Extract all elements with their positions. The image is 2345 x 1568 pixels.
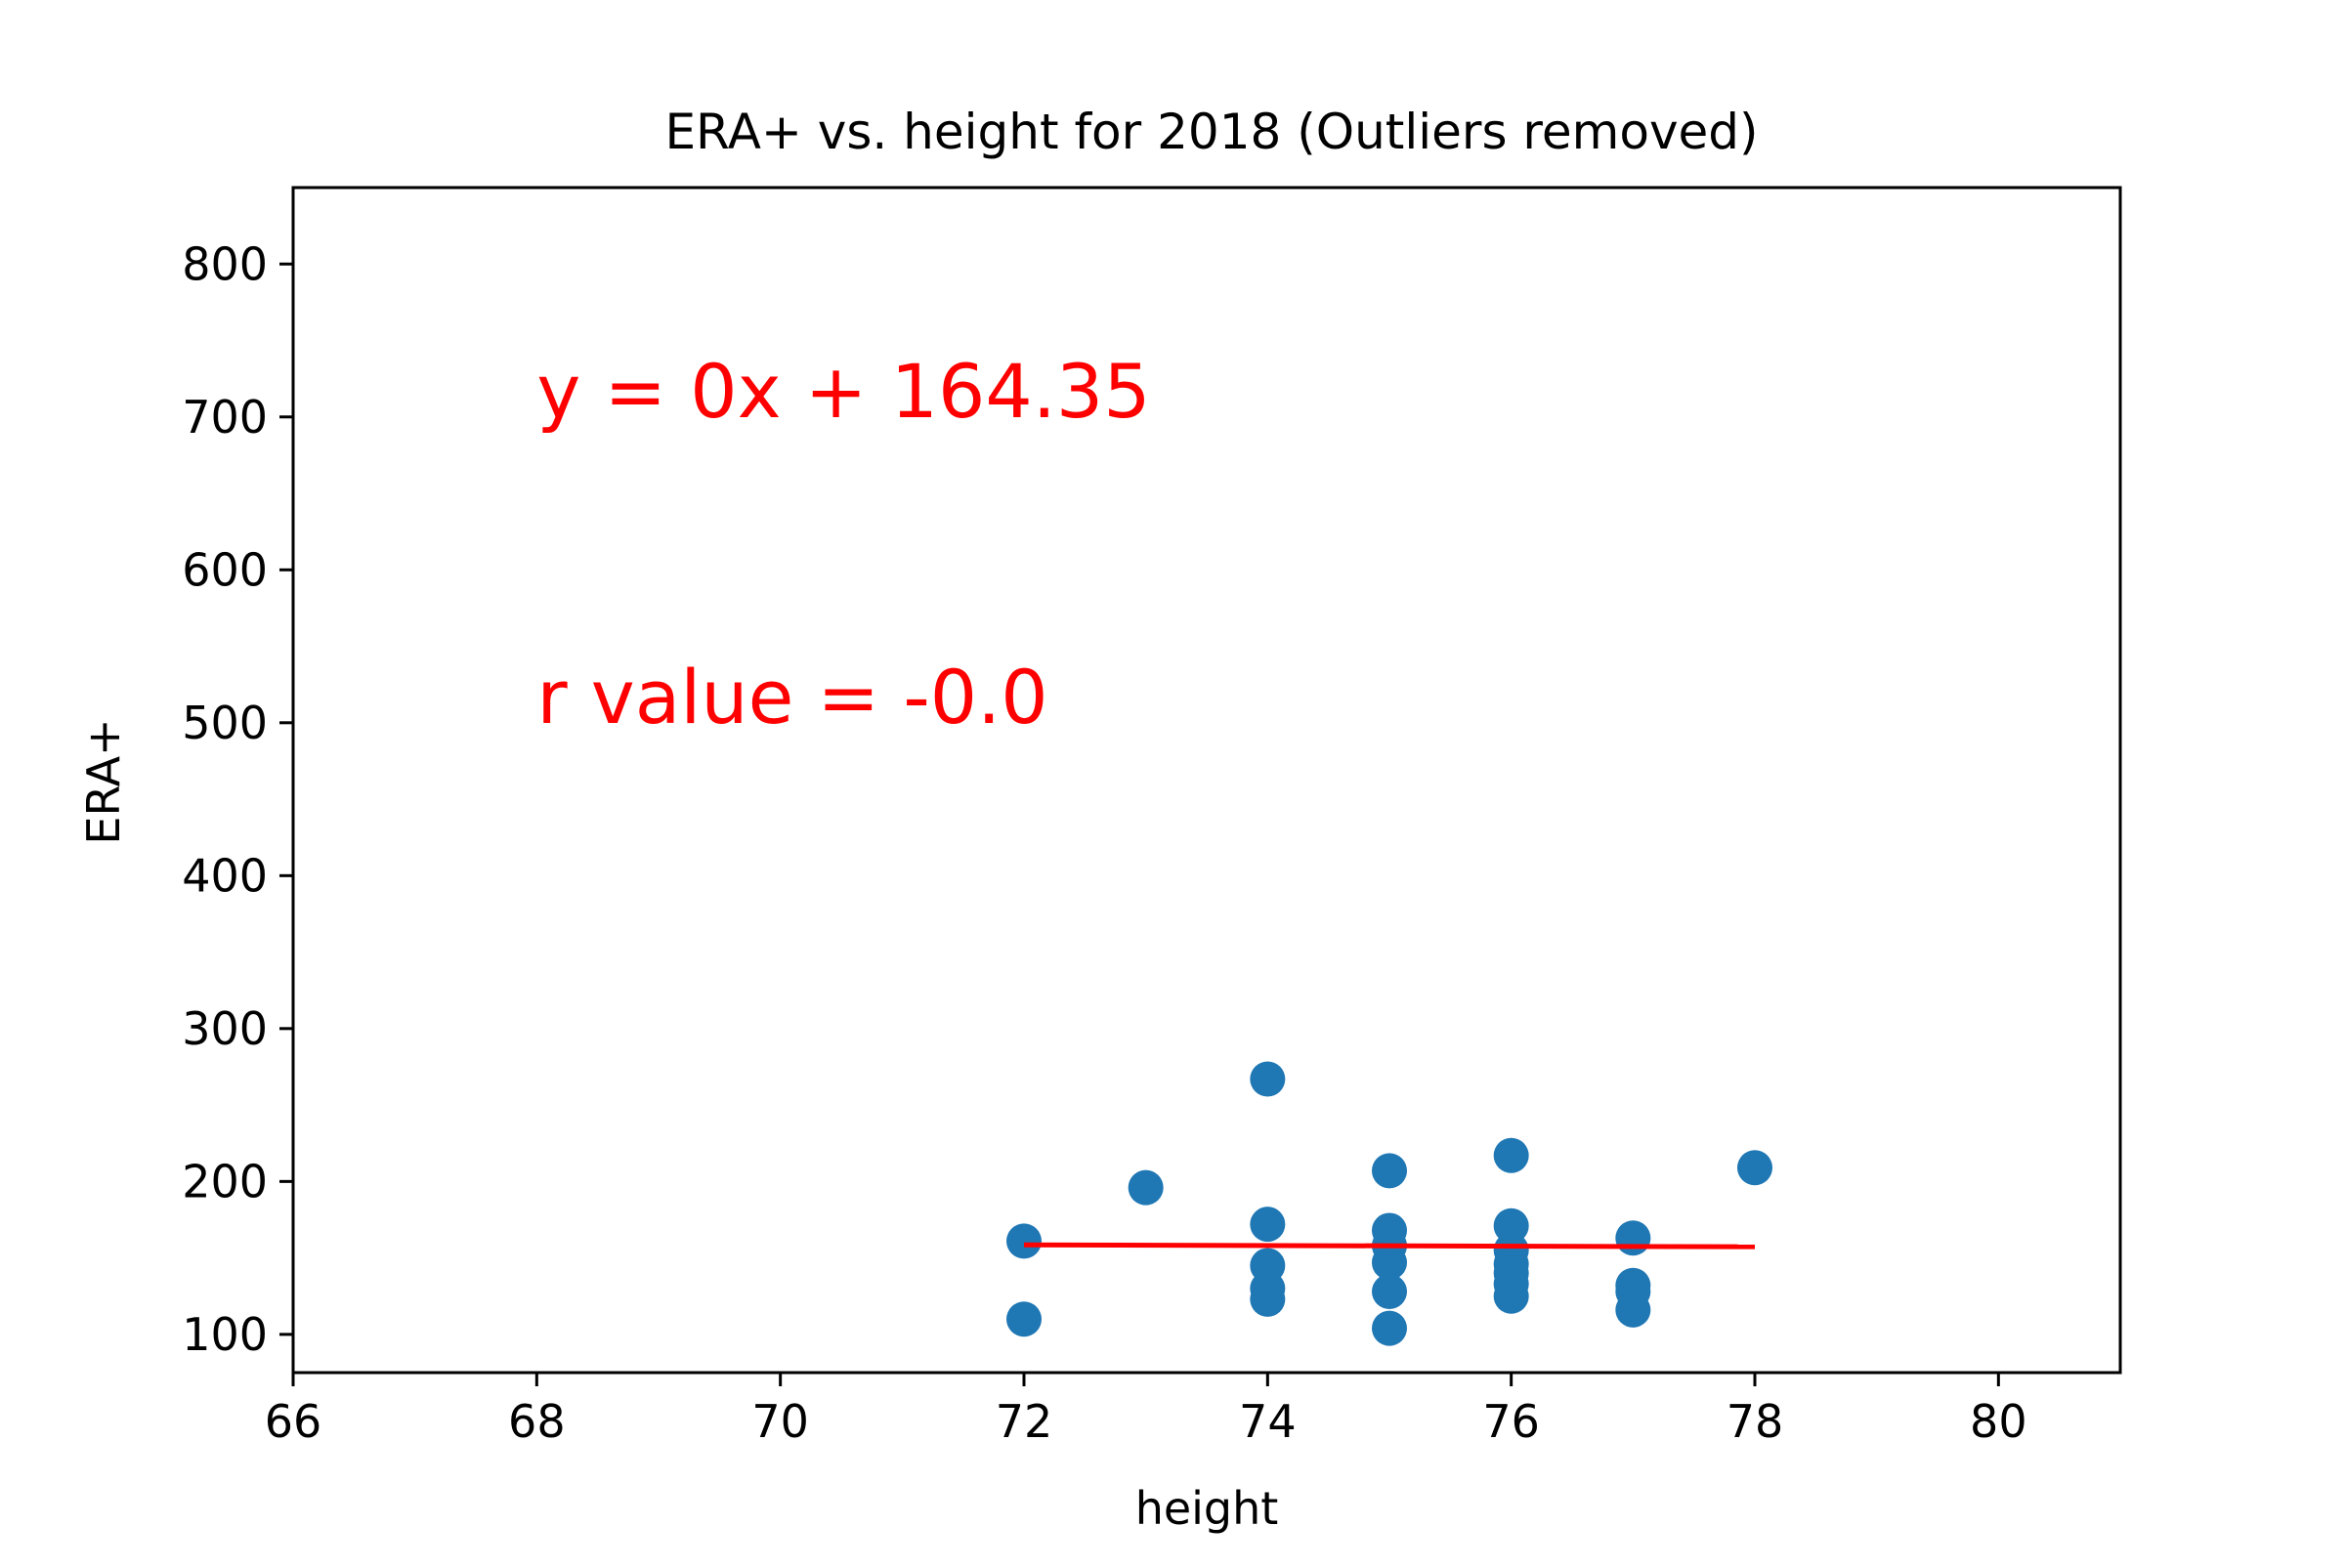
x-axis-label: height xyxy=(1135,1482,1279,1535)
r-value-annotation: r value = -0.0 xyxy=(536,654,1047,741)
y-tick-label: 500 xyxy=(182,697,268,749)
y-tick-label: 600 xyxy=(182,543,268,596)
y-axis-label: ERA+ xyxy=(77,718,130,844)
scatter-point xyxy=(1128,1169,1164,1206)
scatter-point xyxy=(1250,1281,1286,1317)
y-tick-label: 800 xyxy=(182,237,268,290)
plot-area xyxy=(1006,1061,1772,1346)
scatter-point xyxy=(1372,1245,1407,1281)
x-tick-label: 78 xyxy=(1727,1395,1784,1448)
regression-equation-annotation: y = 0x + 164.35 xyxy=(536,348,1150,435)
scatter-point xyxy=(1250,1061,1286,1097)
scatter-point xyxy=(1372,1274,1407,1310)
scatter-point xyxy=(1372,1310,1407,1346)
scatter-point xyxy=(1493,1278,1529,1314)
scatter-point xyxy=(1615,1220,1651,1256)
y-tick-label: 400 xyxy=(182,849,268,902)
x-tick-label: 72 xyxy=(996,1395,1053,1448)
x-tick-label: 76 xyxy=(1482,1395,1540,1448)
y-tick-label: 100 xyxy=(182,1308,268,1361)
x-tick-label: 66 xyxy=(265,1395,322,1448)
x-tick-label: 74 xyxy=(1239,1395,1297,1448)
x-tick-label: 80 xyxy=(1970,1395,2027,1448)
scatter-point xyxy=(1737,1150,1772,1186)
regression-line xyxy=(1023,1242,1756,1250)
scatter-point xyxy=(1615,1292,1651,1328)
scatter-point xyxy=(1006,1223,1042,1259)
chart-title: ERA+ vs. height for 2018 (Outliers remov… xyxy=(664,104,1758,160)
scatter-point xyxy=(1493,1208,1529,1244)
x-tick-label: 70 xyxy=(751,1395,809,1448)
y-tick-label: 700 xyxy=(182,391,268,444)
scatter-point xyxy=(1006,1301,1042,1337)
scatter-point xyxy=(1493,1137,1529,1173)
scatter-point xyxy=(1250,1207,1286,1243)
y-tick-label: 200 xyxy=(182,1155,268,1208)
x-tick-label: 68 xyxy=(508,1395,566,1448)
plot-frame xyxy=(291,186,2122,1375)
scatter-point xyxy=(1372,1153,1407,1189)
y-tick-label: 300 xyxy=(182,1002,268,1055)
